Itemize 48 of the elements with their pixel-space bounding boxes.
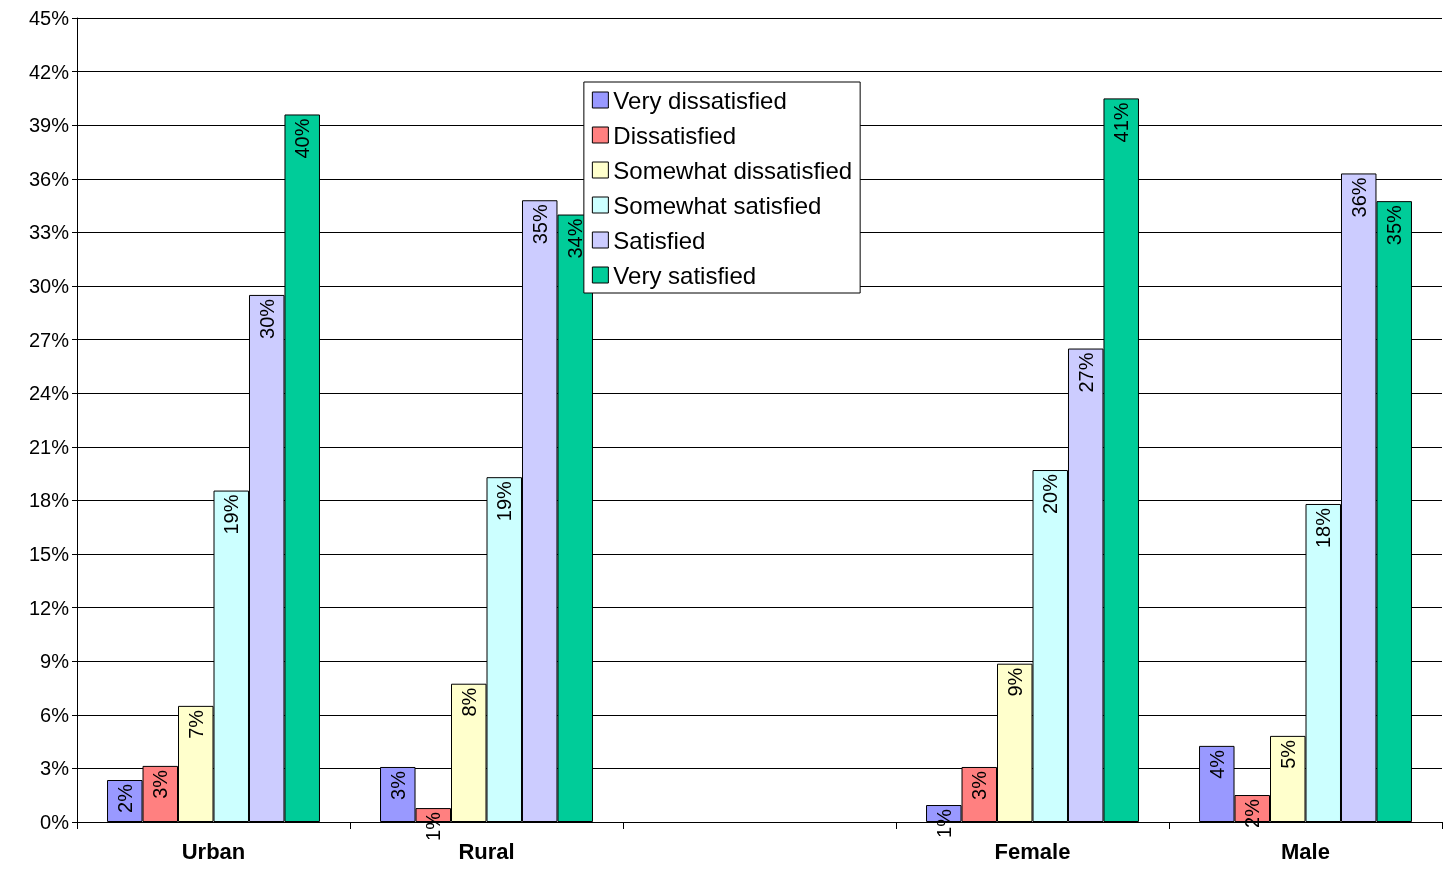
data-label: 3% (968, 770, 991, 800)
x-tick-label: Rural (458, 838, 515, 864)
data-label: 34% (564, 218, 587, 259)
y-tick-label: 21% (28, 435, 70, 458)
x-tick-label: Female (994, 838, 1071, 864)
y-tick-label: 36% (28, 167, 70, 190)
y-tick-label: 12% (28, 596, 70, 619)
x-tick-label: Urban (181, 838, 246, 864)
y-tick-label: 18% (28, 489, 70, 512)
data-label: 41% (1110, 102, 1133, 143)
y-tick-label: 6% (40, 703, 70, 726)
y-tick-label: 42% (28, 60, 70, 83)
y-tick-label: 33% (28, 221, 70, 244)
x-tick-label: Male (1281, 838, 1330, 864)
data-label: 40% (291, 118, 314, 159)
data-label: 19% (220, 494, 243, 535)
data-label: 2% (113, 783, 136, 813)
legend-label: Very dissatisfied (613, 86, 787, 114)
legend-label: Somewhat dissatisfied (613, 156, 853, 184)
data-label: 8% (457, 687, 480, 717)
legend-label: Somewhat satisfied (613, 191, 822, 219)
legend-label: Very satisfied (613, 261, 757, 289)
y-tick-label: 45% (28, 7, 70, 29)
y-tick-label: 0% (40, 811, 70, 833)
data-label: 30% (255, 298, 278, 339)
data-label: 18% (1312, 507, 1335, 548)
y-tick-label: 3% (40, 757, 70, 780)
data-label: 5% (1276, 739, 1299, 769)
data-label: 27% (1074, 352, 1097, 393)
data-label: 36% (1347, 177, 1370, 218)
data-label: 1% (422, 811, 445, 841)
data-label: 20% (1039, 473, 1062, 515)
legend-label: Dissatisfied (613, 121, 737, 149)
y-tick-label: 24% (28, 382, 70, 405)
data-label: 9% (1003, 667, 1026, 697)
legend-label: Satisfied (613, 226, 706, 254)
y-tick-label: 30% (28, 275, 70, 297)
data-label: 3% (149, 769, 172, 799)
data-label: 35% (528, 204, 551, 245)
y-tick-label: 15% (28, 543, 70, 565)
y-tick-label: 27% (28, 328, 70, 351)
y-tick-label: 39% (28, 114, 70, 137)
data-label: 4% (1205, 749, 1228, 779)
data-label: 3% (386, 770, 409, 800)
y-tick-label: 9% (40, 650, 70, 673)
data-label: 19% (493, 480, 516, 522)
data-label: 7% (184, 709, 207, 739)
data-label: 35% (1383, 204, 1406, 246)
